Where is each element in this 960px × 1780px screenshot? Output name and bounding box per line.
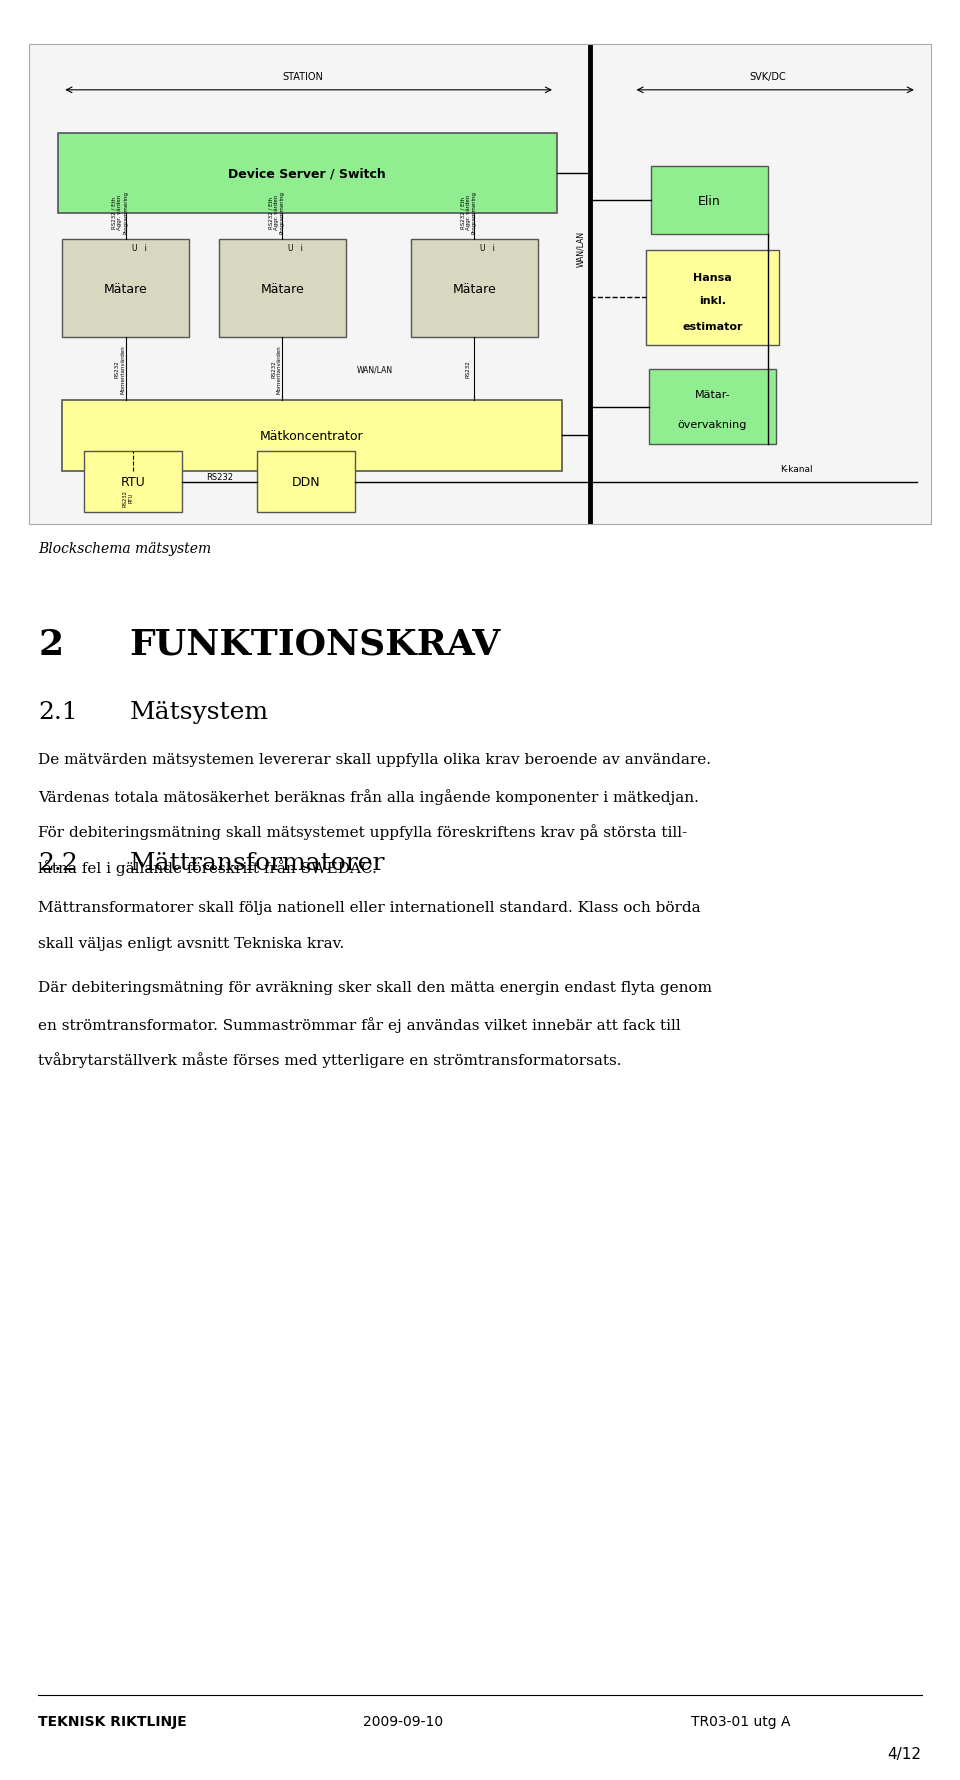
Text: RS232: RS232 <box>206 472 233 482</box>
Text: Device Server / Switch: Device Server / Switch <box>228 167 386 180</box>
Text: RS232: RS232 <box>466 361 471 377</box>
Text: 4/12: 4/12 <box>888 1746 922 1760</box>
Text: WAN/LAN: WAN/LAN <box>576 231 586 267</box>
Text: Mätar-: Mätar- <box>694 390 731 400</box>
Text: U   i: U i <box>132 244 147 253</box>
Text: RTU: RTU <box>121 475 146 490</box>
Text: 2009-09-10: 2009-09-10 <box>363 1714 444 1728</box>
Text: 2.1: 2.1 <box>38 701 78 723</box>
Text: estimator: estimator <box>682 322 743 331</box>
Text: övervakning: övervakning <box>678 420 747 429</box>
Text: RS232 / Eth
Aggr. värden
Programmering: RS232 / Eth Aggr. värden Programmering <box>460 190 477 235</box>
Text: Mätare: Mätare <box>104 283 148 295</box>
Bar <box>62 240 189 338</box>
Text: SVK/DC: SVK/DC <box>750 71 786 82</box>
Bar <box>411 240 538 338</box>
Text: De mätvärden mätsystemen levererar skall uppfylla olika krav beroende av använda: De mätvärden mätsystemen levererar skall… <box>38 753 711 767</box>
Text: För debiteringsmätning skall mätsystemet uppfylla föreskriftens krav på största : För debiteringsmätning skall mätsystemet… <box>38 824 687 840</box>
Text: RS232 / Eth
Aggr. värden
Programmering: RS232 / Eth Aggr. värden Programmering <box>111 190 129 235</box>
Bar <box>62 400 562 472</box>
Text: inkl.: inkl. <box>699 295 726 306</box>
Text: RS232
Momentanvärden: RS232 Momentanvärden <box>114 345 126 393</box>
Bar <box>58 134 557 214</box>
Text: Elin: Elin <box>698 194 721 208</box>
Bar <box>651 167 768 235</box>
Text: Där debiteringsmätning för avräkning sker skall den mätta energin endast flyta g: Där debiteringsmätning för avräkning ske… <box>38 981 712 995</box>
Text: tvåbrytarställverk måste förses med ytterligare en strömtransformatorsats.: tvåbrytarställverk måste förses med ytte… <box>38 1052 622 1068</box>
Bar <box>649 370 776 445</box>
Bar <box>646 251 779 345</box>
Text: FUNKTIONSKRAV: FUNKTIONSKRAV <box>130 627 501 662</box>
Text: Mätsystem: Mätsystem <box>130 701 269 723</box>
Text: 2: 2 <box>38 627 63 662</box>
Text: DDN: DDN <box>292 475 321 490</box>
Text: skall väljas enligt avsnitt Tekniska krav.: skall väljas enligt avsnitt Tekniska kra… <box>38 936 345 951</box>
Text: K-kanal: K-kanal <box>780 465 813 473</box>
Text: Mätkoncentrator: Mätkoncentrator <box>260 429 364 443</box>
Text: U   i: U i <box>288 244 303 253</box>
Text: Mättransformatorer skall följa nationell eller internationell standard. Klass oc: Mättransformatorer skall följa nationell… <box>38 901 701 915</box>
Text: Mätare: Mätare <box>260 283 304 295</box>
Bar <box>257 452 355 513</box>
Text: Blockschema mätsystem: Blockschema mätsystem <box>38 541 211 555</box>
Text: TEKNISK RIKTLINJE: TEKNISK RIKTLINJE <box>38 1714 187 1728</box>
Text: RS232
Momentanvärden: RS232 Momentanvärden <box>271 345 282 393</box>
Text: Värdenas totala mätosäkerhet beräknas från alla ingående komponenter i mätkedjan: Värdenas totala mätosäkerhet beräknas fr… <box>38 789 699 805</box>
Bar <box>29 44 931 525</box>
Text: U   i: U i <box>480 244 495 253</box>
Text: STATION: STATION <box>282 71 323 82</box>
Text: Mättransformatorer: Mättransformatorer <box>130 853 385 874</box>
Text: en strömtransformator. Summaströmmar får ej användas vilket innebär att fack til: en strömtransformator. Summaströmmar får… <box>38 1016 682 1032</box>
Text: 2.2: 2.2 <box>38 853 78 874</box>
Bar <box>219 240 346 338</box>
Text: Mätare: Mätare <box>452 283 496 295</box>
Bar <box>84 452 182 513</box>
Text: RS232
RTU: RS232 RTU <box>122 490 133 507</box>
Text: låtna fel i gällande föreskrift från SWEDAC.: låtna fel i gällande föreskrift från SWE… <box>38 860 377 876</box>
Text: TR03-01 utg A: TR03-01 utg A <box>691 1714 791 1728</box>
Text: RS232 / Eth
Aggr. värden
Programmering: RS232 / Eth Aggr. värden Programmering <box>268 190 285 235</box>
Text: Hansa: Hansa <box>693 272 732 283</box>
Text: WAN/LAN: WAN/LAN <box>356 365 393 374</box>
